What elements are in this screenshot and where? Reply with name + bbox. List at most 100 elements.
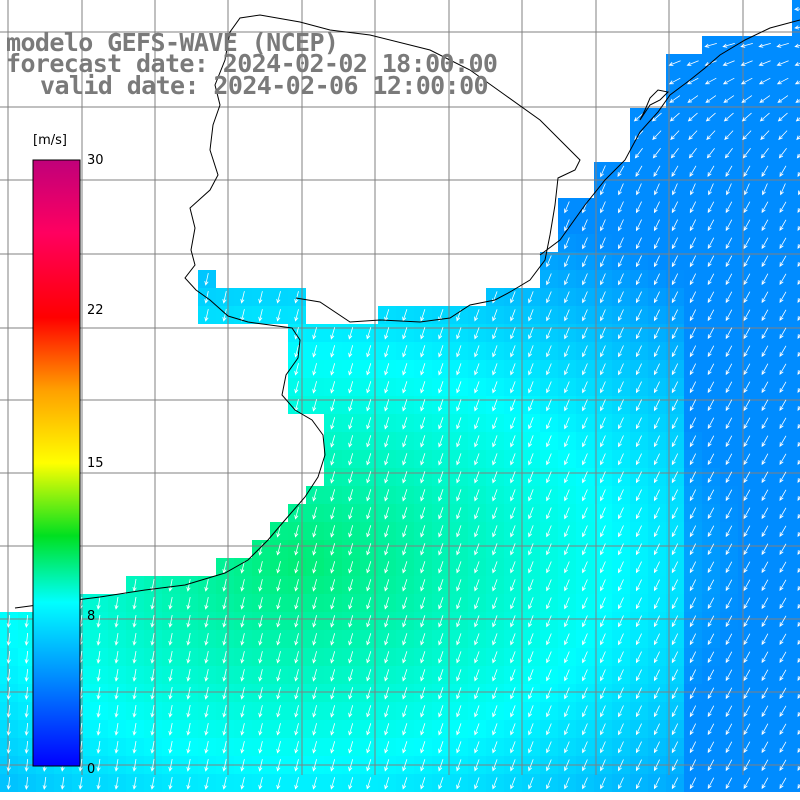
wind-arrow bbox=[6, 758, 11, 772]
wind-arrow bbox=[312, 561, 317, 574]
wind-arrow bbox=[654, 759, 660, 772]
wind-arrow bbox=[689, 471, 697, 484]
wind-arrow bbox=[743, 273, 751, 286]
wind-arrow bbox=[96, 705, 101, 718]
wind-arrow bbox=[725, 237, 733, 250]
wind-arrow bbox=[779, 471, 787, 484]
wind-arrow bbox=[330, 453, 336, 466]
wind-arrow bbox=[474, 399, 480, 412]
wind-arrow bbox=[150, 597, 155, 610]
wind-arrow bbox=[743, 561, 751, 574]
wind-arrow bbox=[797, 711, 800, 718]
wind-arrow bbox=[240, 579, 245, 592]
wind-arrow bbox=[402, 453, 408, 466]
wind-arrow bbox=[474, 633, 480, 646]
wind-arrow bbox=[384, 705, 390, 718]
wind-arrow bbox=[204, 651, 209, 664]
wind-arrow bbox=[366, 633, 372, 646]
wind-arrow bbox=[420, 489, 426, 502]
wind-arrow bbox=[510, 345, 516, 358]
wind-arrow bbox=[564, 309, 570, 322]
wind-arrow bbox=[222, 291, 227, 304]
wind-arrow bbox=[456, 399, 462, 412]
wind-arrow bbox=[761, 687, 769, 700]
wind-arrow bbox=[689, 759, 697, 772]
wind-arrow bbox=[150, 651, 155, 664]
wind-arrow bbox=[420, 525, 426, 538]
wind-arrow bbox=[474, 327, 480, 340]
wind-arrow bbox=[654, 615, 660, 628]
wind-arrow bbox=[689, 219, 697, 232]
wind-arrow bbox=[510, 651, 516, 664]
wind-arrow bbox=[528, 435, 534, 448]
wind-arrow bbox=[636, 597, 642, 610]
wind-arrow bbox=[743, 165, 751, 178]
wind-arrow bbox=[420, 417, 426, 430]
wind-arrow bbox=[222, 669, 227, 682]
wind-arrow bbox=[114, 651, 119, 664]
wind-arrow bbox=[725, 327, 733, 340]
wind-arrow bbox=[492, 453, 498, 466]
wind-arrow bbox=[96, 687, 101, 700]
wind-arrow bbox=[294, 507, 299, 520]
wind-arrow bbox=[725, 723, 733, 736]
wind-arrow bbox=[707, 291, 715, 304]
colorbar-unit: [m/s] bbox=[33, 133, 67, 148]
wind-arrow bbox=[668, 77, 681, 85]
wind-arrow bbox=[671, 381, 679, 394]
wind-arrow bbox=[636, 741, 642, 754]
wind-arrow bbox=[456, 507, 462, 520]
wind-arrow bbox=[618, 363, 624, 376]
wind-arrow bbox=[294, 741, 299, 754]
wind-arrow bbox=[438, 489, 444, 502]
wind-arrow bbox=[707, 687, 715, 700]
wind-arrow bbox=[779, 543, 787, 556]
wind-arrow bbox=[402, 399, 408, 412]
wind-arrow bbox=[384, 651, 390, 664]
wind-arrow bbox=[797, 639, 800, 646]
wind-arrow bbox=[797, 657, 800, 664]
wind-cell bbox=[792, 594, 800, 612]
wind-arrow bbox=[689, 435, 697, 448]
wind-arrow bbox=[636, 759, 642, 772]
wind-arrow bbox=[600, 723, 606, 736]
wind-arrow bbox=[671, 219, 679, 232]
wind-arrow bbox=[654, 525, 660, 538]
wind-arrow bbox=[546, 507, 552, 520]
wind-arrow bbox=[724, 130, 734, 141]
wind-arrow bbox=[671, 759, 679, 772]
wind-arrow bbox=[330, 597, 336, 610]
wind-arrow bbox=[96, 741, 101, 754]
wind-arrow bbox=[528, 669, 534, 682]
wind-arrow bbox=[276, 687, 281, 700]
colorbar-fill bbox=[32, 159, 81, 767]
wind-cell bbox=[792, 396, 800, 414]
wind-arrow bbox=[743, 381, 751, 394]
wind-arrow bbox=[132, 705, 137, 718]
wind-arrow bbox=[687, 95, 699, 103]
wind-arrow bbox=[618, 255, 624, 268]
wind-arrow bbox=[636, 219, 642, 232]
wind-arrow bbox=[276, 291, 281, 304]
wind-arrow bbox=[456, 759, 462, 772]
wind-arrow bbox=[743, 435, 751, 448]
wind-arrow bbox=[564, 237, 570, 250]
wind-arrow bbox=[330, 489, 336, 502]
wind-arrow bbox=[510, 309, 516, 322]
wind-arrow bbox=[689, 507, 697, 520]
colorbar-tick-label: 15 bbox=[87, 456, 104, 471]
wind-arrow bbox=[528, 345, 534, 358]
wind-arrow bbox=[689, 669, 697, 682]
wind-arrow bbox=[654, 345, 660, 358]
wind-arrow bbox=[330, 759, 336, 772]
wind-arrow bbox=[600, 543, 606, 556]
wind-arrow bbox=[330, 579, 336, 592]
wind-arrow bbox=[348, 525, 354, 538]
wind-arrow bbox=[222, 615, 227, 628]
wind-cell bbox=[792, 738, 800, 756]
wind-arrow bbox=[617, 165, 625, 178]
wind-arrow bbox=[564, 705, 570, 718]
wind-arrow bbox=[761, 471, 769, 484]
wind-arrow bbox=[582, 309, 588, 322]
wind-arrow bbox=[492, 561, 498, 574]
